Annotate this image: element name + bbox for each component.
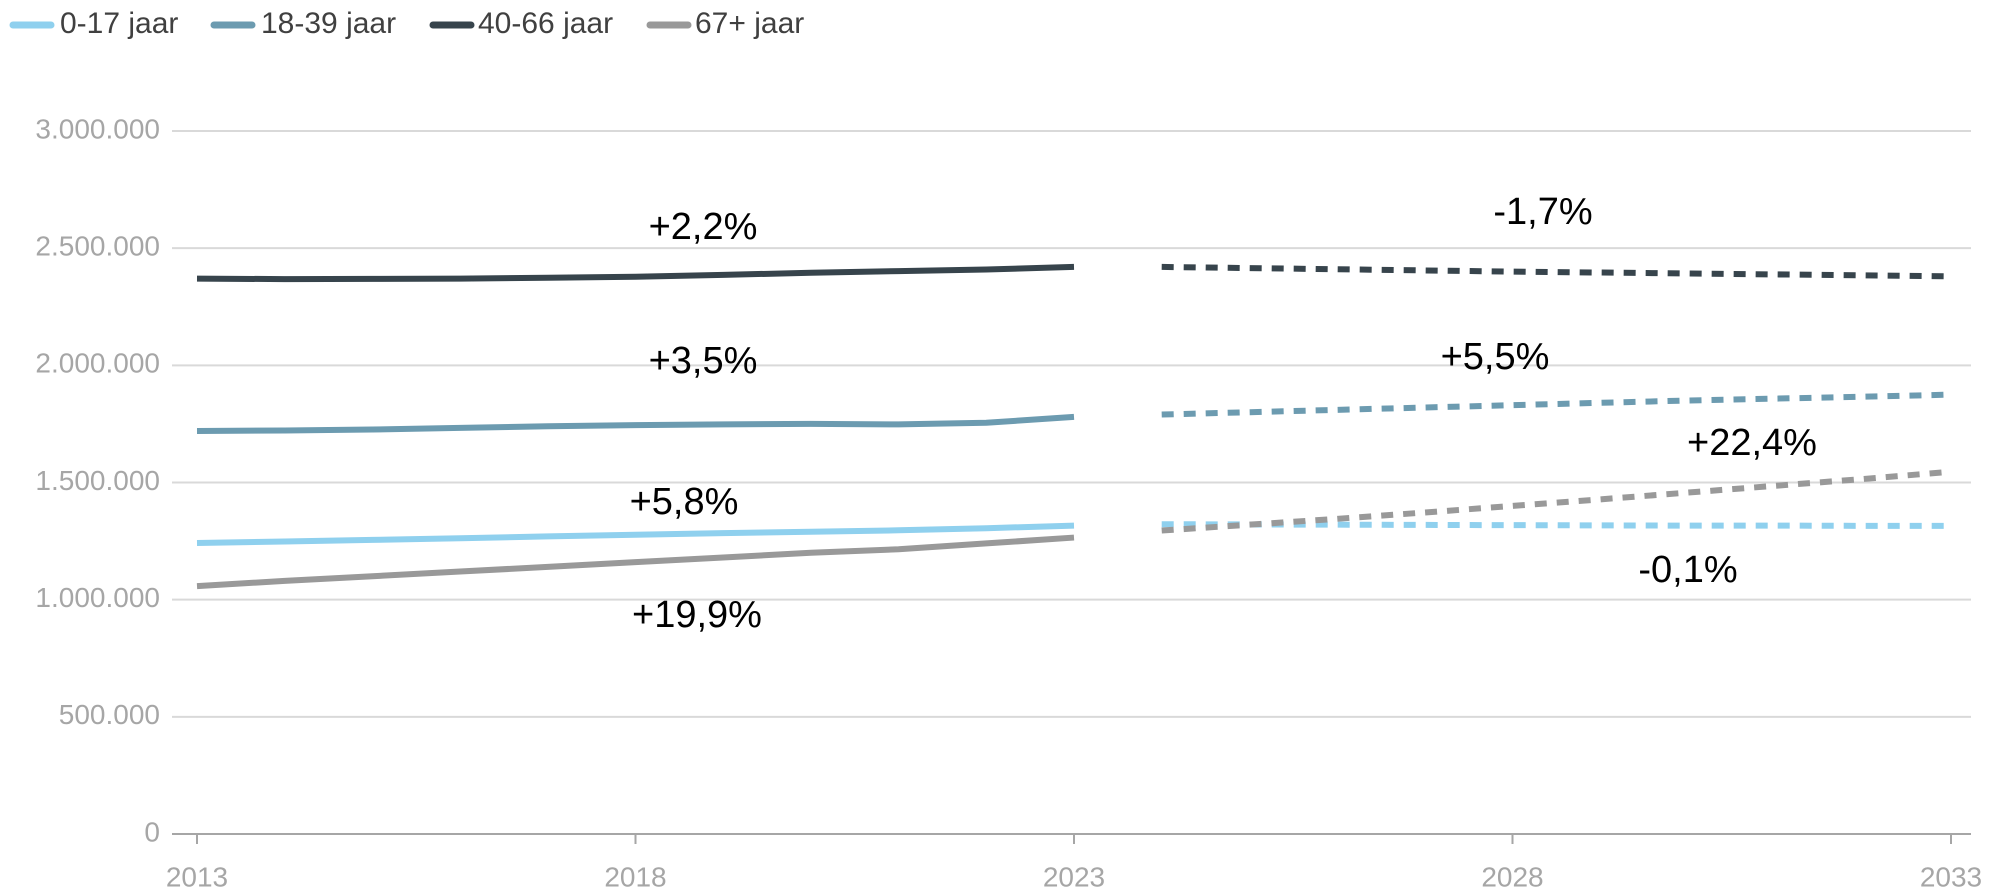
- annotation: +5,8%: [630, 481, 739, 523]
- y-tick-label: 1.000.000: [35, 582, 160, 613]
- annotation: -1,7%: [1493, 191, 1592, 233]
- legend-label: 40-66 jaar: [478, 7, 613, 40]
- line: [196, 263, 1075, 283]
- y-tick-label: 1.500.000: [35, 465, 160, 496]
- x-tick-label: 2013: [166, 861, 228, 892]
- y-tick-label: 500.000: [59, 699, 160, 730]
- annotation: +22,4%: [1687, 422, 1817, 464]
- forecast-line: [1161, 391, 1952, 418]
- annotation: +19,9%: [632, 594, 762, 636]
- x-tick-label: 2023: [1043, 861, 1105, 892]
- line: [196, 534, 1075, 590]
- forecast-line: [1161, 263, 1952, 280]
- line: [196, 413, 1075, 434]
- annotation: -0,1%: [1638, 549, 1737, 591]
- line: [196, 522, 1075, 546]
- y-tick-label: 0: [144, 816, 160, 847]
- forecast-line: [1161, 468, 1952, 534]
- legend-label: 18-39 jaar: [261, 7, 396, 40]
- legend-label: 67+ jaar: [695, 7, 804, 40]
- x-tick-label: 2018: [604, 861, 666, 892]
- y-tick-label: 2.500.000: [35, 231, 160, 262]
- y-tick-label: 3.000.000: [35, 113, 160, 144]
- x-tick-label: 2028: [1481, 861, 1543, 892]
- annotation: +5,5%: [1441, 336, 1550, 378]
- y-tick-label: 2.000.000: [35, 348, 160, 379]
- annotation: +2,2%: [649, 206, 758, 248]
- legend-label: 0-17 jaar: [60, 7, 178, 40]
- x-tick-label: 2033: [1920, 861, 1982, 892]
- annotation: +3,5%: [649, 340, 758, 382]
